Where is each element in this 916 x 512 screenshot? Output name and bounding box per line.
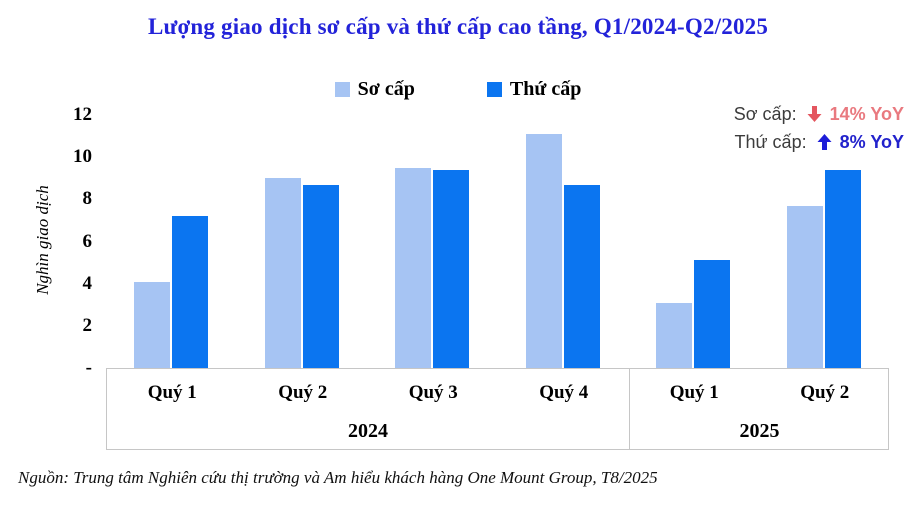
yoy-label-so-cap: Sơ cấp:: [733, 104, 797, 124]
x-tick-label-2: Quý 3: [408, 382, 458, 403]
bar-thu-cap-0: [172, 216, 209, 368]
bar-so-cap-0: [134, 282, 171, 368]
y-tick-label-4: 4: [82, 272, 93, 294]
bar-thu-cap-5: [824, 170, 861, 368]
x-tick-label-5: Quý 2: [800, 382, 850, 403]
bar-thu-cap-4: [694, 260, 731, 368]
yoy-label-thu-cap: Thứ cấp:: [734, 132, 807, 152]
yoy-line-so-cap: Sơ cấp: 14% YoY: [734, 100, 904, 128]
legend-label-so-cap: Sơ cấp: [357, 78, 415, 100]
y-tick-label-8: 8: [82, 188, 93, 210]
bar-so-cap-1: [264, 178, 301, 368]
down-arrow-icon: [807, 106, 822, 122]
x-tick-label-3: Quý 4: [539, 382, 589, 403]
x-group-divider: [629, 369, 630, 449]
bar-so-cap-5: [786, 206, 823, 368]
bar-thu-cap-1: [302, 185, 339, 368]
legend-item-so-cap: Sơ cấp: [334, 78, 415, 101]
x-tick-label-4: Quý 1: [669, 382, 719, 403]
x-tick-label-1: Quý 2: [278, 382, 328, 403]
y-tick-label-6: 6: [82, 230, 93, 252]
bar-thu-cap-3: [563, 185, 600, 368]
y-tick-label-10: 10: [73, 146, 92, 168]
yoy-annotation: Sơ cấp: 14% YoY Thứ cấp: 8% YoY: [734, 100, 904, 156]
bar-thu-cap-2: [433, 170, 470, 368]
legend-swatch-thu-cap-icon: [486, 82, 502, 97]
y-tick-label--: -: [85, 357, 92, 378]
y-tick-label-2: 2: [82, 314, 93, 336]
bar-so-cap-4: [656, 303, 693, 368]
bar-so-cap-2: [395, 168, 432, 368]
x-group-label-2024: 2024: [348, 420, 388, 442]
yoy-value-so-cap: 14% YoY: [829, 104, 904, 124]
up-arrow-icon: [817, 134, 832, 150]
x-group-label-2025: 2025: [739, 420, 780, 442]
chart-title: Lượng giao dịch sơ cấp và thứ cấp cao tầ…: [147, 14, 769, 39]
legend: Sơ cấp Thứ cấp: [0, 78, 916, 101]
legend-label-thu-cap: Thứ cấp: [509, 78, 582, 100]
bar-so-cap-3: [525, 134, 562, 368]
x-tick-label-0: Quý 1: [147, 382, 197, 403]
legend-swatch-so-cap-icon: [334, 82, 350, 97]
x-axis-box: Quý 1 Quý 2 Quý 3 Quý 4 Quý 1 Quý 2 2024 2025: [106, 368, 889, 450]
yoy-line-thu-cap: Thứ cấp: 8% YoY: [734, 128, 905, 156]
y-tick-label-12: 12: [73, 104, 92, 125]
source-note: Nguồn: Trung tâm Nghiên cứu thị trường v…: [18, 468, 658, 487]
yoy-value-thu-cap: 8% YoY: [839, 132, 904, 152]
legend-item-thu-cap: Thứ cấp: [486, 78, 582, 101]
